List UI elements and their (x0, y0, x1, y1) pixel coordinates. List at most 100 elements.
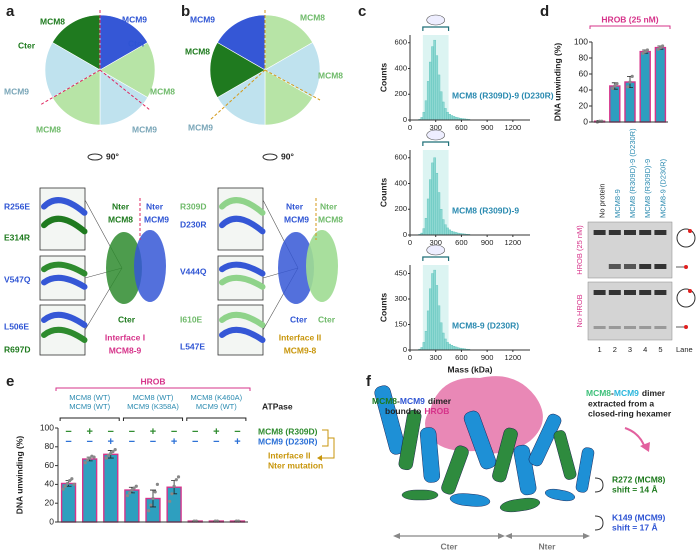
gel-band (608, 230, 621, 235)
histogram-bar (439, 209, 443, 236)
data-point (626, 85, 630, 89)
ribbon (41, 197, 88, 216)
histogram-bar (429, 61, 432, 121)
title-part: dimer (428, 396, 452, 406)
annotation-bracket (322, 429, 335, 459)
x-tick-label: 600 (455, 353, 468, 362)
data-point (641, 51, 645, 55)
title-part: - (397, 396, 400, 406)
particle-icon (426, 14, 446, 26)
subunit-label: MCM9 (190, 14, 215, 24)
data-point (130, 488, 134, 492)
substrate-icon (676, 228, 696, 248)
sign: + (213, 426, 219, 438)
category-label: MCM8-9 (613, 189, 622, 218)
data-point (70, 477, 74, 481)
histogram-bar (441, 219, 445, 236)
gel-band (593, 230, 606, 235)
structure-subunit (264, 42, 321, 98)
panel-label: b (181, 3, 190, 20)
sign: − (213, 436, 219, 448)
histogram-bar (437, 192, 441, 236)
structure-subunit (99, 69, 149, 126)
x-tick-label: 1200 (505, 353, 522, 362)
sign: − (108, 426, 114, 438)
histogram-bar (422, 228, 426, 236)
interface-label: Interface II (279, 332, 322, 342)
histogram-bar (446, 342, 449, 351)
domain-label: Cter (318, 314, 336, 324)
data-point (83, 461, 87, 465)
mutation-label: R256E (4, 201, 30, 211)
structure-subunit (216, 14, 266, 71)
header-bracket (589, 25, 671, 29)
y-tick-label: 100 (574, 36, 588, 46)
ribbon (41, 326, 88, 343)
group-bracket (122, 417, 184, 421)
x-tick-label: 900 (481, 238, 494, 247)
gel-band (608, 290, 621, 295)
y-axis-label: Counts (378, 293, 388, 323)
mutation-label: V444Q (180, 266, 207, 276)
y-tick-label: 400 (394, 178, 407, 187)
histogram-bar (429, 179, 432, 236)
sign: + (234, 436, 240, 448)
histogram-bar (444, 338, 447, 351)
gel-band (654, 230, 667, 235)
gel-band (624, 230, 636, 235)
data-point (615, 82, 619, 86)
gel-band (654, 264, 667, 269)
sign: − (65, 436, 71, 448)
annotation: Nter mutation (268, 460, 323, 470)
ribbon (219, 311, 266, 328)
series-label: MCM8 (R309D)-9 (452, 205, 519, 215)
histogram-bar (431, 46, 434, 121)
data-point (630, 74, 634, 78)
helix (553, 430, 577, 480)
arrowhead (640, 442, 650, 452)
y-axis-label: DNA unwinding (%) (14, 436, 24, 515)
data-point (68, 479, 72, 483)
y-tick-label: 100 (40, 422, 54, 432)
histogram-bar (435, 55, 439, 121)
y-tick-label: 80 (45, 441, 55, 451)
histogram-bar (450, 115, 454, 121)
data-point (628, 80, 632, 84)
data-point (174, 478, 178, 482)
helix (374, 385, 406, 455)
histogram-bar (433, 39, 436, 121)
bar (639, 50, 651, 123)
y-tick-label: 80 (579, 52, 589, 62)
y-tick-label: 450 (394, 268, 407, 277)
category-label: MCM8 (R309D)-9 (D230R) (628, 128, 637, 218)
x-tick-label: 300 (429, 353, 442, 362)
data-point (153, 490, 157, 494)
histogram-bar (429, 288, 432, 351)
data-point (151, 496, 155, 501)
data-point (661, 44, 665, 48)
sign: − (192, 426, 198, 438)
ribbon (219, 197, 266, 216)
subunit-label: Cter (128, 38, 146, 48)
data-point (109, 451, 113, 455)
bar (103, 453, 119, 523)
structure-subunit (44, 42, 101, 98)
sign: − (129, 426, 135, 438)
bar (654, 46, 667, 123)
subunit-label: MCM8 (150, 86, 175, 96)
sign: + (108, 436, 114, 448)
group-label: MCM8 (K460A) (190, 393, 242, 402)
dashed-line (39, 10, 151, 111)
data-point (611, 86, 615, 90)
particle-icon (426, 129, 446, 141)
y-tick-label: 400 (394, 63, 407, 72)
histogram-bar (435, 172, 439, 236)
bracket (594, 515, 604, 531)
group-title: ATPase (262, 401, 293, 411)
subtitle: extracted from a (588, 398, 654, 408)
x-tick-label: 300 (429, 123, 442, 132)
data-point (111, 449, 115, 454)
lane-number: 5 (658, 345, 662, 354)
substrate-icon (676, 288, 696, 308)
